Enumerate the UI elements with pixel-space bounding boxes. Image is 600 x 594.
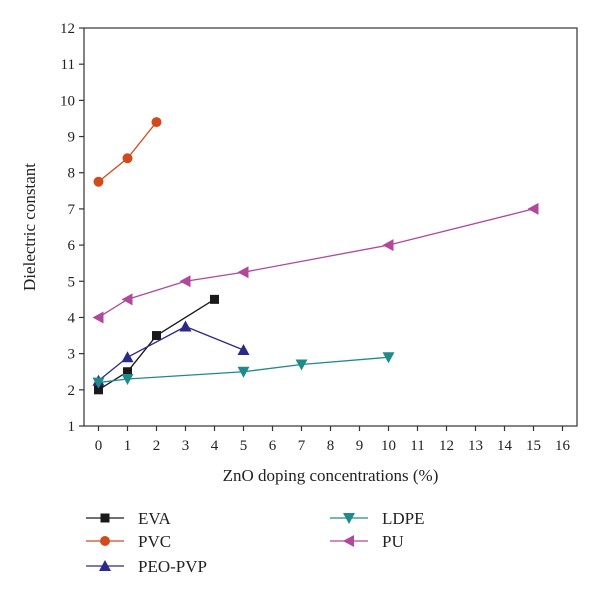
x-tick-label: 8 (327, 438, 335, 454)
data-point-ldpe (237, 366, 250, 378)
plot-frame (83, 27, 578, 427)
series-pvc (93, 117, 162, 187)
y-tick-label: 3 (68, 347, 76, 363)
series-line-eva (98, 298, 215, 391)
x-tick-label: 13 (468, 438, 483, 454)
y-tick-label: 5 (68, 274, 76, 290)
legend-marker-peo-pvp (99, 560, 111, 571)
data-point-ldpe (382, 352, 395, 364)
x-tick-label: 0 (95, 438, 103, 454)
legend-item-pu: PU (330, 532, 404, 551)
data-point-eva (94, 385, 103, 395)
y-tick-label: 6 (68, 238, 76, 254)
y-tick-label: 2 (68, 383, 76, 399)
legend-item-ldpe: LDPE (330, 509, 425, 528)
data-point-peo-pvp (237, 344, 250, 356)
data-point-pu (92, 311, 104, 324)
y-tick-label: 7 (68, 202, 76, 218)
y-tick-label: 9 (68, 130, 76, 146)
legend-item-eva: EVA (86, 509, 171, 528)
legend-item-pvc: PVC (86, 532, 171, 551)
data-point-pvc (122, 153, 133, 164)
series-line-peo-pvp (98, 325, 244, 382)
data-point-pu (527, 202, 539, 215)
legend-label: PEO-PVP (138, 557, 207, 576)
data-point-eva (210, 294, 219, 304)
data-point-pu (237, 266, 249, 279)
y-tick-label: 1 (68, 419, 76, 435)
y-tick-label: 12 (60, 21, 75, 37)
data-point-eva (152, 331, 161, 341)
y-tick-label: 8 (68, 166, 76, 182)
data-point-ldpe (121, 373, 134, 385)
series-ldpe (92, 352, 395, 389)
data-point-ldpe (92, 377, 105, 389)
series-pu (92, 202, 539, 324)
y-tick-label: 4 (68, 310, 76, 326)
series-layer (92, 117, 539, 395)
legend-label: PVC (138, 532, 171, 551)
data-point-pvc (93, 176, 104, 187)
x-tick-label: 10 (381, 438, 396, 454)
series-line-pvc (98, 121, 158, 183)
legend-marker-pu (343, 535, 354, 547)
x-tick-label: 16 (555, 438, 571, 454)
data-point-ldpe (295, 359, 308, 371)
x-tick-label: 11 (410, 438, 424, 454)
legend-marker-pvc (100, 536, 110, 546)
data-point-pvc (151, 117, 162, 128)
x-tick-label: 5 (240, 438, 248, 454)
y-tick-label: 11 (61, 57, 75, 73)
legend-marker-eva (100, 513, 110, 523)
x-tick-label: 15 (526, 438, 541, 454)
x-tick-label: 1 (124, 438, 132, 454)
x-tick-label: 9 (356, 438, 364, 454)
x-axis-title: ZnO doping concentrations (%) (223, 466, 439, 485)
series-line-pu (98, 208, 534, 319)
data-point-peo-pvp (179, 320, 192, 332)
legend-label: LDPE (382, 509, 425, 528)
legend-label: PU (382, 532, 404, 551)
legend-item-peo-pvp: PEO-PVP (86, 557, 207, 576)
x-tick-label: 6 (269, 438, 277, 454)
data-point-peo-pvp (121, 351, 134, 363)
x-tick-label: 2 (153, 438, 161, 454)
x-axis-ticks: 0 1 2 3 4 5 6 7 8 9 10 11 12 13 14 15 16 (95, 426, 571, 454)
x-tick-label: 7 (298, 438, 306, 454)
x-tick-label: 14 (497, 438, 513, 454)
data-point-pu (179, 275, 191, 288)
data-point-pu (121, 293, 133, 306)
data-point-pu (382, 239, 394, 252)
legend-marker-ldpe (343, 513, 355, 524)
y-axis-title: Dielectric constant (20, 163, 39, 291)
data-point-eva (123, 367, 132, 377)
x-tick-label: 4 (211, 438, 219, 454)
x-tick-label: 12 (439, 438, 454, 454)
y-tick-label: 10 (60, 93, 75, 109)
legend: EVA PVC PEO-PVP LDPE PU (86, 509, 425, 576)
series-eva (94, 294, 219, 395)
x-tick-label: 3 (182, 438, 190, 454)
legend-label: EVA (138, 509, 171, 528)
